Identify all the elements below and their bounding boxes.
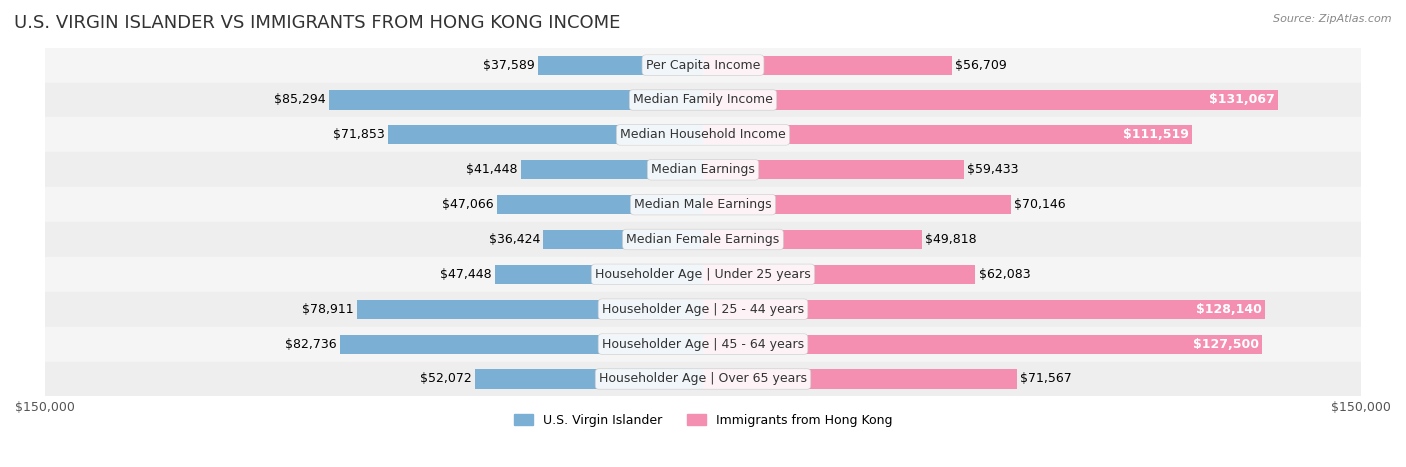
Text: Median Household Income: Median Household Income bbox=[620, 128, 786, 142]
Bar bbox=[388, 125, 703, 144]
Bar bbox=[475, 369, 703, 389]
Text: $37,589: $37,589 bbox=[484, 59, 534, 71]
Text: $41,448: $41,448 bbox=[467, 163, 517, 176]
Bar bbox=[703, 300, 1265, 319]
Text: Householder Age | Under 25 years: Householder Age | Under 25 years bbox=[595, 268, 811, 281]
Bar bbox=[45, 292, 1361, 327]
Text: Median Earnings: Median Earnings bbox=[651, 163, 755, 176]
Bar bbox=[496, 195, 703, 214]
Text: $128,140: $128,140 bbox=[1197, 303, 1261, 316]
Text: Householder Age | 25 - 44 years: Householder Age | 25 - 44 years bbox=[602, 303, 804, 316]
Bar bbox=[703, 369, 1017, 389]
Bar bbox=[703, 125, 1192, 144]
Text: $62,083: $62,083 bbox=[979, 268, 1031, 281]
Text: $52,072: $52,072 bbox=[419, 373, 471, 385]
Bar bbox=[703, 334, 1263, 354]
Text: $131,067: $131,067 bbox=[1209, 93, 1275, 106]
Bar bbox=[329, 91, 703, 110]
Bar bbox=[45, 257, 1361, 292]
Text: $71,853: $71,853 bbox=[333, 128, 384, 142]
Text: Householder Age | Over 65 years: Householder Age | Over 65 years bbox=[599, 373, 807, 385]
Text: Householder Age | 45 - 64 years: Householder Age | 45 - 64 years bbox=[602, 338, 804, 351]
Text: $127,500: $127,500 bbox=[1194, 338, 1258, 351]
Legend: U.S. Virgin Islander, Immigrants from Hong Kong: U.S. Virgin Islander, Immigrants from Ho… bbox=[509, 409, 897, 432]
Text: Median Family Income: Median Family Income bbox=[633, 93, 773, 106]
Text: $47,066: $47,066 bbox=[441, 198, 494, 211]
Text: U.S. VIRGIN ISLANDER VS IMMIGRANTS FROM HONG KONG INCOME: U.S. VIRGIN ISLANDER VS IMMIGRANTS FROM … bbox=[14, 14, 620, 32]
Text: Source: ZipAtlas.com: Source: ZipAtlas.com bbox=[1274, 14, 1392, 24]
Text: $71,567: $71,567 bbox=[1021, 373, 1071, 385]
Text: $47,448: $47,448 bbox=[440, 268, 492, 281]
Bar bbox=[703, 56, 952, 75]
Bar bbox=[45, 187, 1361, 222]
Bar bbox=[538, 56, 703, 75]
Text: $36,424: $36,424 bbox=[488, 233, 540, 246]
Text: $82,736: $82,736 bbox=[285, 338, 337, 351]
Text: $78,911: $78,911 bbox=[302, 303, 353, 316]
Bar bbox=[703, 160, 963, 179]
Text: $56,709: $56,709 bbox=[955, 59, 1007, 71]
Text: $111,519: $111,519 bbox=[1123, 128, 1189, 142]
Bar bbox=[495, 265, 703, 284]
Bar bbox=[543, 230, 703, 249]
Text: Per Capita Income: Per Capita Income bbox=[645, 59, 761, 71]
Text: Median Female Earnings: Median Female Earnings bbox=[627, 233, 779, 246]
Bar bbox=[45, 327, 1361, 361]
Bar bbox=[703, 91, 1278, 110]
Bar bbox=[522, 160, 703, 179]
Bar bbox=[45, 152, 1361, 187]
Text: $49,818: $49,818 bbox=[925, 233, 977, 246]
Text: Median Male Earnings: Median Male Earnings bbox=[634, 198, 772, 211]
Bar bbox=[703, 230, 921, 249]
Bar bbox=[340, 334, 703, 354]
Bar bbox=[45, 83, 1361, 117]
Bar bbox=[703, 265, 976, 284]
Bar bbox=[45, 48, 1361, 83]
Bar bbox=[45, 222, 1361, 257]
Bar bbox=[45, 117, 1361, 152]
Bar bbox=[45, 361, 1361, 396]
Bar bbox=[357, 300, 703, 319]
Text: $85,294: $85,294 bbox=[274, 93, 326, 106]
Text: $70,146: $70,146 bbox=[1014, 198, 1066, 211]
Text: $59,433: $59,433 bbox=[967, 163, 1018, 176]
Bar bbox=[703, 195, 1011, 214]
